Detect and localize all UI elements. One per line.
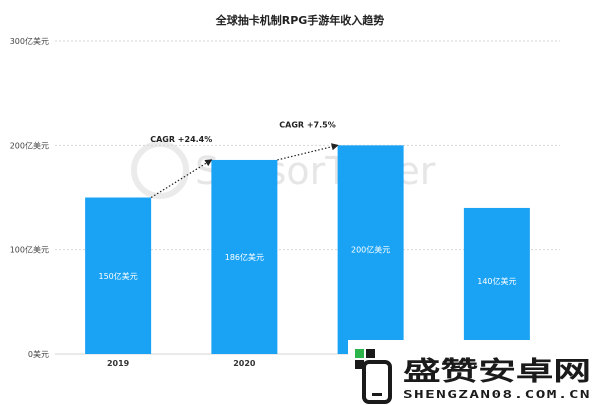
- cagr-label: CAGR +7.5%: [279, 120, 335, 129]
- bar-value-label: 150亿美元: [98, 271, 137, 281]
- chart-title: 全球抽卡机制RPG手游年收入趋势: [215, 13, 385, 27]
- y-tick-label: 300亿美元: [10, 36, 49, 46]
- site-logo: 盛赞安卓网 SHENGZAN08.COM.CN: [348, 340, 600, 405]
- bar-value-label: 200亿美元: [351, 245, 390, 255]
- y-axis: 0美元 100亿美元 200亿美元 300亿美元: [10, 36, 49, 359]
- bar: [211, 159, 278, 354]
- bar: [85, 197, 152, 354]
- bar-value-label: 140亿美元: [477, 276, 516, 286]
- phone-icon: [355, 349, 392, 404]
- bar-value-label: 186亿美元: [225, 252, 264, 262]
- bar: [337, 145, 404, 354]
- y-tick-label: 0美元: [28, 349, 49, 359]
- bar: [463, 207, 530, 354]
- site-logo-url: SHENGZAN08.COM.CN: [403, 388, 591, 401]
- cagr-label: CAGR +24.4%: [150, 135, 212, 144]
- x-tick-label: 2020: [233, 359, 256, 368]
- y-tick-label: 100亿美元: [10, 245, 49, 255]
- site-logo-name: 盛赞安卓网: [403, 356, 591, 387]
- annotations: CAGR +24.4% CAGR +7.5%: [150, 120, 339, 199]
- x-tick-label: 2019: [107, 359, 130, 368]
- y-tick-label: 200亿美元: [10, 140, 49, 150]
- bars: 150亿美元 186亿美元 200亿美元 140亿美元: [85, 145, 530, 354]
- cagr-arrow: [150, 159, 213, 199]
- watermark-logo-icon: [131, 141, 189, 199]
